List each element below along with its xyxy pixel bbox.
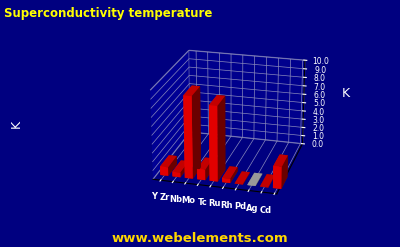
Text: K: K (10, 120, 22, 127)
Text: Superconductivity temperature: Superconductivity temperature (4, 7, 212, 21)
Text: www.webelements.com: www.webelements.com (112, 231, 288, 245)
